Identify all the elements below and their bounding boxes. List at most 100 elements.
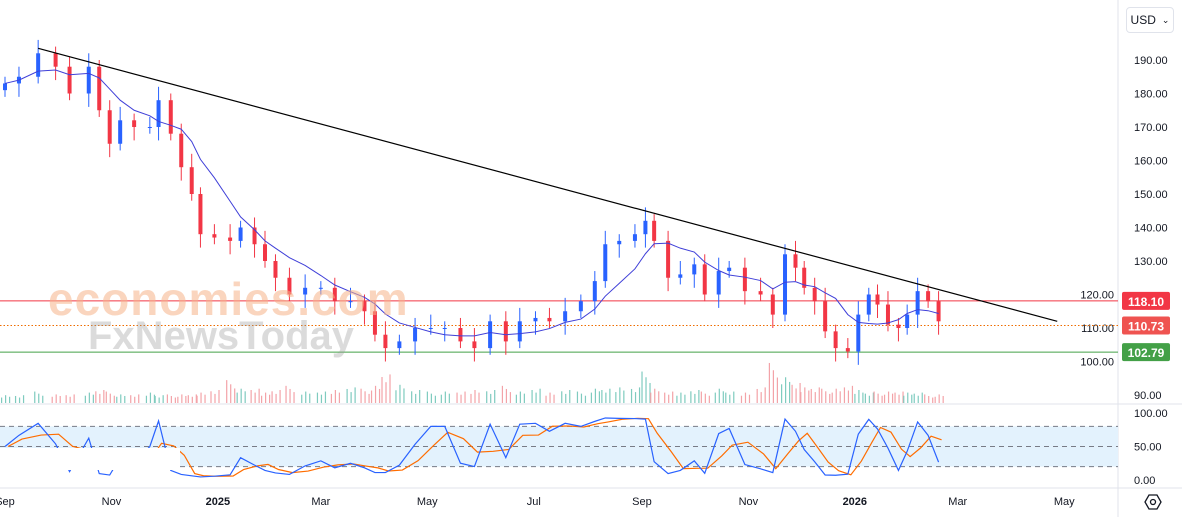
volume-bar	[641, 371, 643, 403]
volume-bar	[271, 391, 273, 403]
candle-body	[915, 291, 920, 315]
volume-bar	[55, 394, 57, 403]
candle-body	[118, 120, 123, 144]
volume-bar	[42, 395, 44, 403]
currency-select[interactable]: USD ⌄	[1126, 7, 1174, 33]
x-tick-label: May	[1054, 496, 1075, 508]
volume-bar	[772, 370, 774, 403]
volume-bar	[623, 390, 625, 403]
volume-bar	[680, 392, 682, 403]
candle-body	[273, 261, 278, 278]
volume-bar	[153, 394, 156, 403]
volume-bar	[668, 394, 670, 403]
candle-body	[179, 133, 184, 168]
candle-body	[303, 287, 308, 295]
volume-bar	[364, 391, 366, 403]
volume-bar	[204, 394, 206, 403]
volume-bar	[722, 391, 724, 403]
volume-bar	[265, 392, 267, 403]
level-badge-resistance	[1122, 291, 1170, 310]
volume-bar	[460, 394, 462, 403]
volume-bar	[124, 395, 126, 403]
volume-bar	[825, 391, 827, 403]
volume-bar	[760, 392, 762, 403]
volume-bar	[934, 396, 936, 403]
volume-bar	[911, 394, 913, 403]
candle-body	[348, 301, 353, 303]
x-tick-label: Jul	[527, 496, 541, 508]
volume-bar	[120, 394, 122, 403]
volume-bar	[293, 392, 295, 403]
volume-bar	[360, 388, 362, 403]
volume-bar	[590, 392, 593, 403]
candle-body	[727, 267, 732, 272]
volume-bar	[917, 395, 919, 403]
y-tick-label: 120.00	[1080, 290, 1114, 302]
volume-bar	[932, 397, 934, 403]
candle-body	[198, 194, 203, 235]
volume-bar	[138, 394, 140, 403]
volume-bar	[334, 390, 337, 403]
volume-bar	[309, 393, 311, 403]
volume-bar	[130, 395, 132, 403]
candle-body	[716, 271, 721, 295]
volume-bar	[565, 393, 567, 403]
level-label-support: 102.79	[1128, 346, 1165, 360]
level-label-resistance: 118.10	[1128, 295, 1164, 309]
candle-body	[189, 167, 194, 194]
candle-body	[758, 291, 763, 295]
volume-bar	[236, 392, 238, 403]
volume-bar	[664, 392, 666, 403]
volume-bar	[464, 391, 466, 403]
y-tick-label: 150.00	[1134, 189, 1168, 201]
volume-bar	[234, 388, 236, 403]
candle-body	[362, 301, 367, 312]
volume-bar	[92, 394, 94, 403]
oscillator-tick-label: 50.00	[1134, 442, 1162, 454]
candle-body	[397, 341, 402, 349]
volume-bar	[515, 394, 517, 403]
volume-bar	[725, 392, 727, 403]
candle-body	[856, 314, 861, 352]
volume-bar	[478, 392, 480, 403]
volume-bar	[748, 394, 751, 403]
volume-bar	[638, 387, 641, 403]
y-tick-label: 90.00	[1134, 390, 1162, 402]
volume-bar	[395, 390, 397, 403]
candle-body	[885, 304, 890, 325]
candle-body	[793, 254, 798, 268]
candle-body	[936, 301, 941, 322]
volume-bar	[301, 394, 303, 403]
volume-bar	[154, 395, 156, 403]
volume-bar	[799, 382, 801, 403]
candle-body	[3, 83, 7, 91]
candle-body	[833, 331, 838, 349]
volume-bar	[279, 390, 281, 403]
candle-body	[413, 328, 418, 342]
volume-bar	[609, 388, 611, 403]
volume-bar	[275, 393, 277, 403]
trendline	[37, 47, 1058, 322]
volume-bar	[210, 391, 212, 403]
volume-bar	[795, 388, 797, 403]
level-label-current: 110.73	[1128, 320, 1164, 334]
volume-bar	[134, 396, 136, 403]
volume-bar	[99, 393, 101, 403]
volume-bar	[854, 393, 856, 403]
volume-bar	[289, 388, 291, 403]
volume-bar	[714, 392, 716, 403]
volume-bar	[305, 391, 307, 403]
volume-bar	[73, 394, 75, 403]
moving-average-line	[4, 69, 939, 337]
gear-icon[interactable]	[1144, 493, 1162, 511]
candle-body	[866, 294, 871, 315]
x-tick-label: 2026	[843, 496, 867, 508]
y-tick-label: 140.00	[1134, 223, 1168, 235]
volume-bar	[9, 396, 11, 403]
volume-bar	[868, 395, 870, 403]
y-tick-label: 180.00	[1134, 89, 1168, 101]
candle-body	[603, 244, 608, 282]
volume-bar	[619, 387, 621, 403]
candle-body	[228, 237, 233, 241]
